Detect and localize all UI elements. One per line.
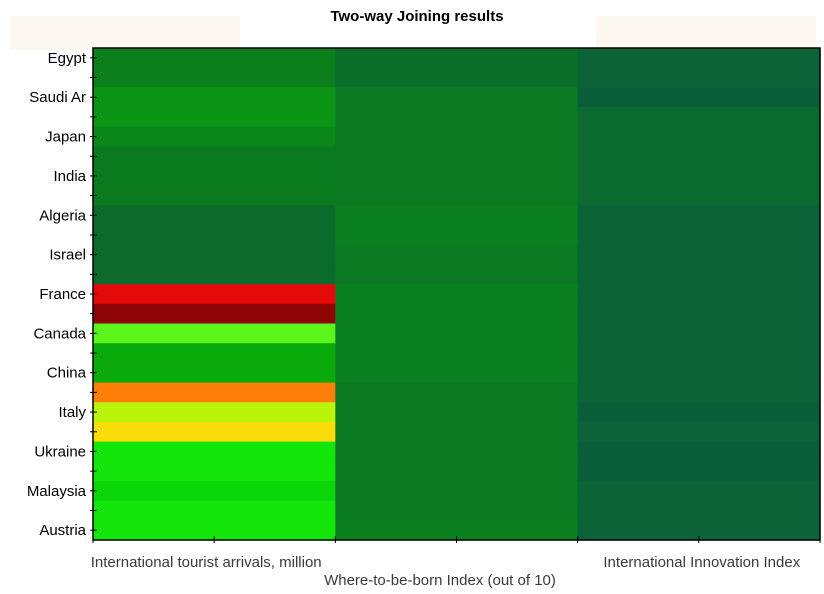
y-tick-label: Austria [39, 522, 86, 539]
y-tick-label: France [39, 286, 86, 303]
heatmap-cell [335, 264, 579, 285]
heatmap-cell [577, 480, 821, 502]
heatmap-cell [335, 225, 579, 246]
heatmap-cell [335, 362, 579, 384]
heatmap-cell [335, 244, 579, 266]
heatmap-cell [577, 126, 821, 147]
heatmap-cell [93, 343, 336, 364]
y-tick-label: Italy [58, 404, 86, 421]
heatmap-cell [577, 421, 821, 443]
heatmap-cell [335, 146, 579, 167]
heatmap-cell [577, 67, 821, 88]
heatmap-cell [335, 421, 579, 443]
heatmap-cell [93, 382, 336, 403]
heatmap-cell [93, 67, 336, 88]
heatmap-cell [577, 284, 821, 305]
heatmap-cell [335, 126, 579, 147]
heatmap-cell [93, 126, 336, 147]
heatmap-cell [335, 441, 579, 462]
heatmap-cell [577, 362, 821, 384]
heatmap-cell [577, 48, 821, 69]
heatmap-cell [335, 205, 579, 226]
y-tick-label: Malaysia [27, 483, 87, 500]
heatmap-cells [93, 48, 821, 541]
x-axis-title: Where-to-be-born Index (out of 10) [324, 572, 556, 589]
heatmap-cell [577, 402, 821, 423]
heatmap-cell [93, 244, 336, 266]
heatmap-cell [93, 402, 336, 423]
heatmap-cell [93, 185, 336, 207]
heatmap-cell [577, 166, 821, 187]
chart-title: Two-way Joining results [330, 8, 503, 25]
heatmap-cell [93, 48, 336, 69]
heatmap-cell [93, 284, 336, 305]
heatmap-cell [93, 107, 336, 128]
title-backdrop-right [596, 16, 816, 50]
heatmap-cell [93, 225, 336, 246]
heatmap-cell [577, 323, 821, 344]
heatmap-cell [335, 520, 579, 541]
heatmap-cell [335, 284, 579, 305]
heatmap-cell [577, 520, 821, 541]
heatmap-cell [577, 205, 821, 226]
heatmap-cell [93, 87, 336, 108]
y-tick-label: Japan [45, 129, 86, 146]
heatmap-cell [335, 343, 579, 364]
heatmap-cell [577, 343, 821, 364]
heatmap-cell [93, 146, 336, 167]
heatmap-cell [577, 264, 821, 285]
heatmap-cell [577, 225, 821, 246]
heatmap-cell [335, 323, 579, 344]
heatmap-cell [577, 87, 821, 108]
y-tick-label: Saudi Ar [29, 89, 86, 106]
y-tick-label: Canada [33, 325, 86, 342]
heatmap-cell [93, 480, 336, 502]
heatmap-cell [93, 323, 336, 344]
heatmap-cell [577, 500, 821, 521]
heatmap-cell [335, 402, 579, 423]
y-tick-label: Algeria [39, 207, 86, 224]
heatmap-cell [577, 303, 821, 325]
y-tick-label: India [53, 168, 86, 185]
y-axis: Egypt Saudi Ar Japan India Algeria Israel Fran… [27, 50, 97, 539]
heatmap-cell [577, 382, 821, 403]
heatmap-cell [577, 461, 821, 482]
heatmap-cell [577, 244, 821, 266]
heatmap-cell [93, 362, 336, 384]
y-tick-label: Ukraine [34, 443, 86, 460]
heatmap-cell [335, 382, 579, 403]
heatmap-cell [335, 67, 579, 88]
heatmap-cell [577, 441, 821, 462]
heatmap-cell [335, 48, 579, 69]
x-tick-label: International tourist arrivals, million [91, 554, 322, 571]
x-axis: International tourist arrivals, million I… [91, 536, 821, 571]
title-backdrop-left [10, 16, 240, 50]
heatmap-cell [335, 500, 579, 521]
heatmap-cell [335, 480, 579, 502]
y-tick-label: China [47, 365, 87, 382]
heatmap-cell [93, 441, 336, 462]
heatmap-cell [577, 107, 821, 128]
heatmap-cell [93, 205, 336, 226]
y-tick-label: Egypt [48, 50, 87, 67]
heatmap-cell [93, 264, 336, 285]
heatmap-cell [93, 421, 336, 443]
heatmap-cell [93, 520, 336, 541]
heatmap-cell [335, 87, 579, 108]
heatmap-cell [335, 107, 579, 128]
heatmap-cell [335, 303, 579, 325]
heatmap-cell [93, 166, 336, 187]
x-tick-label: International Innovation Index [603, 554, 800, 571]
heatmap-cell [93, 461, 336, 482]
heatmap-cell [577, 146, 821, 167]
heatmap-cell [335, 461, 579, 482]
y-tick-label: Israel [49, 247, 86, 264]
heatmap-cell [93, 303, 336, 325]
heatmap-cell [335, 185, 579, 207]
heatmap-cell [577, 185, 821, 207]
heatmap-cell [93, 500, 336, 521]
heatmap-cell [335, 166, 579, 187]
